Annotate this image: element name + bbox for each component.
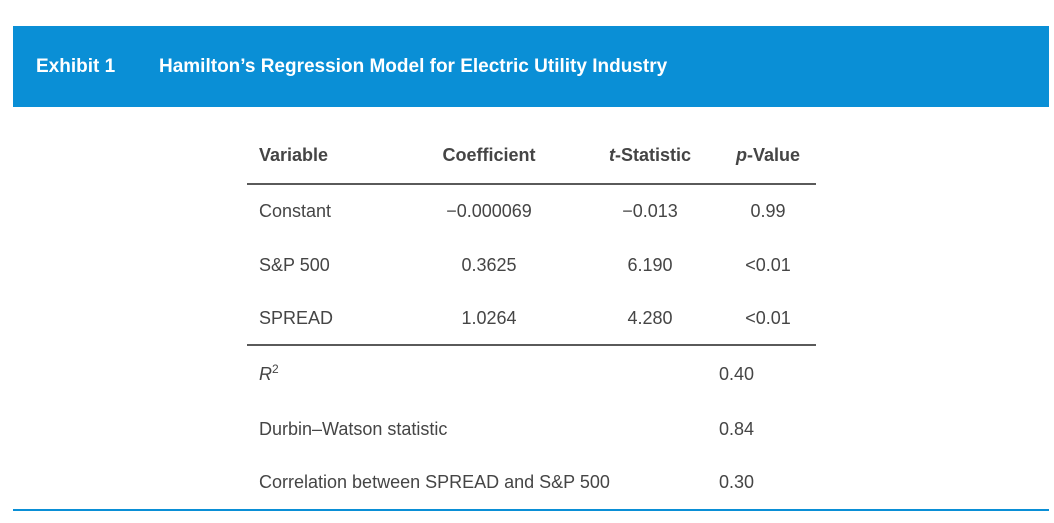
exhibit-label: Exhibit 1 — [36, 56, 116, 77]
row-spread-t-stat: 4.280 — [627, 308, 673, 328]
exhibit-title: Hamilton’s Regression Model for Electric… — [159, 56, 668, 77]
row-sp500-t-stat: 6.190 — [627, 255, 673, 275]
header-p-value: p-Value — [718, 145, 818, 166]
row-sp500-variable: S&P 500 — [259, 255, 330, 275]
header-coefficient: Coefficient — [442, 145, 536, 165]
stat-r-squared-main: R — [259, 364, 272, 384]
stat-correlation-label: Correlation between SPREAD and S&P 500 — [259, 472, 610, 492]
row-sp500-p-value: <0.01 — [745, 255, 791, 275]
stat-durbin-watson-value: 0.84 — [719, 419, 755, 439]
stat-durbin-watson-label: Durbin–Watson statistic — [259, 419, 448, 439]
header-t-statistic-rest: -Statistic — [614, 145, 692, 165]
row-spread-coefficient: 1.0264 — [461, 308, 517, 328]
header-t-statistic: t-Statistic — [590, 145, 710, 166]
row-constant-t-stat: −0.013 — [622, 201, 678, 221]
header-p-value-rest: -Value — [746, 145, 801, 165]
stat-r-squared-value: 0.40 — [719, 364, 755, 384]
row-constant-p-value: 0.99 — [750, 201, 786, 221]
row-constant-coefficient: −0.000069 — [446, 201, 532, 221]
header-t-statistic-italic: t — [608, 145, 615, 165]
header-rule — [247, 183, 816, 185]
stats-rule — [247, 344, 816, 346]
row-spread-variable: SPREAD — [259, 308, 334, 328]
header-variable: Variable — [259, 145, 329, 165]
stat-correlation-value: 0.30 — [719, 472, 755, 492]
row-sp500-coefficient: 0.3625 — [461, 255, 517, 275]
stat-r-squared-sup: 2 — [272, 362, 279, 376]
stat-r-squared-label: R2 — [259, 362, 279, 385]
row-spread-p-value: <0.01 — [745, 308, 791, 328]
header-p-value-italic: p — [735, 145, 747, 165]
bottom-rule — [13, 509, 1049, 511]
row-constant-variable: Constant — [259, 201, 332, 221]
exhibit-banner: Exhibit 1 Hamilton’s Regression Model fo… — [13, 26, 1049, 107]
